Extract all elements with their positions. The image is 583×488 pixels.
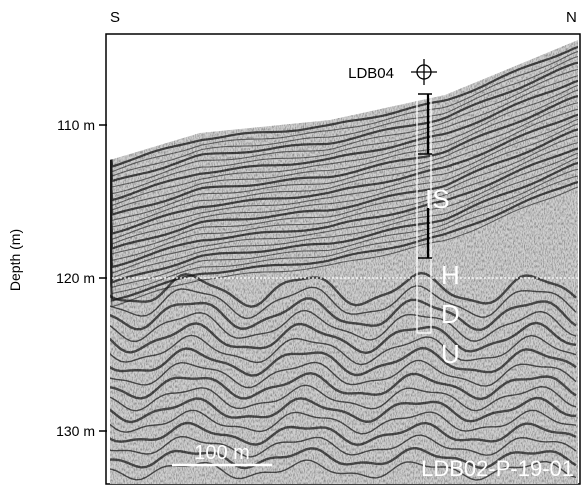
unit-label-d: D <box>441 299 460 329</box>
reflector-line <box>110 100 578 222</box>
site-label: LDB04 <box>348 65 394 82</box>
reflector-line <box>110 359 577 389</box>
reflector-line <box>110 271 577 308</box>
reflector-line <box>110 168 578 289</box>
reflector-line <box>110 127 578 251</box>
reflector-line <box>110 446 577 470</box>
reflector-line <box>110 151 578 274</box>
reflector-line <box>110 94 578 217</box>
unit-label-is: IS <box>425 184 450 214</box>
crosshair-icon <box>411 59 437 85</box>
reflector-line <box>110 113 578 236</box>
reflector-line <box>110 156 578 279</box>
reflector-line <box>110 45 578 169</box>
reflector-line <box>110 73 578 195</box>
reflector-layers <box>110 45 578 481</box>
reflector-line <box>110 161 578 284</box>
unit-label-u: U <box>441 339 460 369</box>
reflector-line <box>110 309 577 343</box>
depth-tick-label: 110 m <box>57 117 95 133</box>
reflector-line <box>110 384 577 412</box>
reflector-line <box>110 79 578 202</box>
reflector-line <box>110 346 577 377</box>
profile-id: LDB02-P-19-01 <box>421 456 574 481</box>
reflector-line <box>110 118 578 241</box>
depth-tick-label: 130 m <box>56 423 95 439</box>
reflector-line <box>110 61 578 183</box>
reflector-line <box>110 134 578 255</box>
reflector-line <box>110 89 578 211</box>
depth-axis-label: Depth (m) <box>7 229 23 291</box>
depth-axis: 110 m 120 m 130 m <box>56 117 107 439</box>
reflector-line <box>110 50 578 173</box>
reflector-line <box>110 122 578 245</box>
reflector-line <box>110 173 578 295</box>
reflector-line <box>110 55 578 177</box>
reflector-line <box>110 371 577 401</box>
reflector-line <box>110 285 577 320</box>
reflector-line <box>110 67 578 188</box>
reflector-line <box>110 297 577 332</box>
compass-north: N <box>566 9 577 26</box>
unit-label-h: H <box>441 260 460 290</box>
reflector-line <box>110 107 578 228</box>
reflector-line <box>110 180 578 302</box>
reflector-line <box>110 396 577 424</box>
depth-tick-label: 120 m <box>56 270 95 286</box>
reflector-line <box>110 409 577 435</box>
compass-south: S <box>110 9 120 26</box>
reflector-line <box>110 146 578 269</box>
reflector-line <box>110 421 577 446</box>
reflector-line <box>110 434 577 458</box>
reflector-line <box>110 334 577 366</box>
reflector-line <box>110 140 578 261</box>
scale-bar-label: 100 m <box>194 442 250 464</box>
reflector-line <box>110 185 578 308</box>
reflector-line <box>110 459 577 481</box>
reflector-line <box>110 321 577 355</box>
reflector-line <box>110 84 578 207</box>
